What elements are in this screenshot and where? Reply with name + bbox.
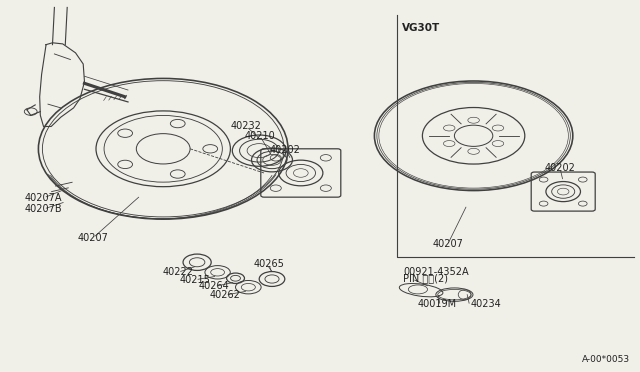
- Text: 40215: 40215: [180, 275, 211, 285]
- Text: 40019M: 40019M: [417, 299, 456, 309]
- Text: PIN ピン(2): PIN ピン(2): [403, 273, 448, 283]
- Text: A-00*0053: A-00*0053: [582, 355, 630, 364]
- Text: 40207A: 40207A: [25, 193, 62, 203]
- Text: 40232: 40232: [231, 122, 262, 131]
- Text: VG30T: VG30T: [402, 23, 440, 33]
- Text: 40234: 40234: [471, 299, 502, 309]
- Text: 40264: 40264: [199, 282, 230, 291]
- Text: 40265: 40265: [253, 259, 284, 269]
- Text: 40222: 40222: [163, 267, 193, 277]
- Text: 40202: 40202: [270, 145, 301, 154]
- Text: 00921-4352A: 00921-4352A: [403, 267, 469, 277]
- Text: 40207B: 40207B: [25, 204, 62, 214]
- Text: 40207: 40207: [77, 233, 108, 243]
- Text: 40262: 40262: [210, 290, 241, 300]
- Text: 40202: 40202: [545, 163, 575, 173]
- Text: 40210: 40210: [244, 131, 275, 141]
- Text: 40207: 40207: [433, 239, 463, 248]
